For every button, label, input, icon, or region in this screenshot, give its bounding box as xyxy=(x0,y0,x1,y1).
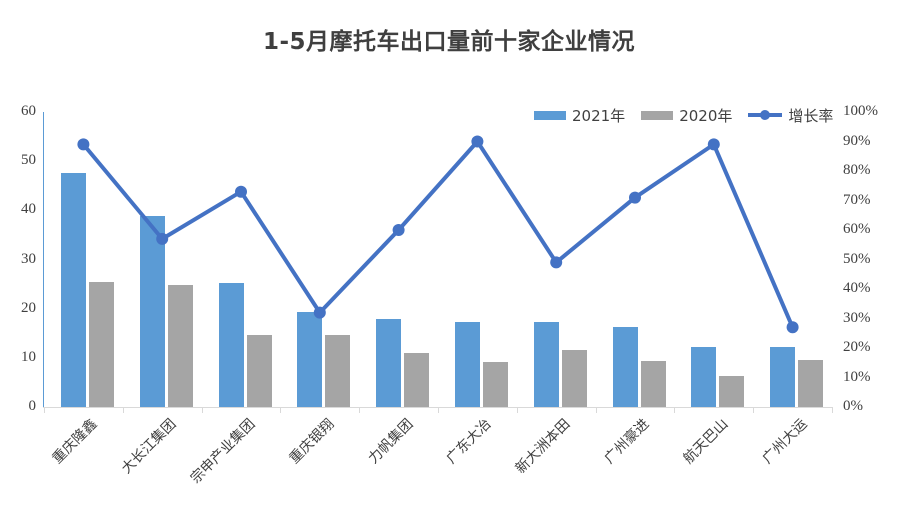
y-axis-right-label: 60% xyxy=(843,221,871,237)
growth-rate-point[interactable] xyxy=(471,135,484,148)
y-axis-left-label: 0 xyxy=(28,398,37,414)
y-axis-left-line xyxy=(43,112,44,408)
gray-bar-swatch-icon xyxy=(641,110,674,120)
blue-bar-swatch-icon xyxy=(534,110,566,120)
x-axis-tick xyxy=(201,407,203,413)
growth-rate-point[interactable] xyxy=(786,321,799,334)
plot-area xyxy=(44,112,832,407)
y-axis-right-label: 40% xyxy=(843,280,871,296)
legend-label-growth-rate: 增长率 xyxy=(788,106,834,125)
bar-2020[interactable] xyxy=(561,350,587,407)
x-axis-category-label-text: 航天巴山 xyxy=(680,416,732,468)
growth-rate-point[interactable] xyxy=(707,138,720,151)
x-axis-tick xyxy=(280,407,282,413)
growth-rate-point[interactable] xyxy=(235,185,247,198)
x-axis-category-label-text: 广州豪进 xyxy=(601,416,653,468)
bar-2021[interactable] xyxy=(533,321,559,407)
x-axis-tick xyxy=(674,407,676,413)
x-axis-tick xyxy=(516,407,518,413)
bar-2020[interactable] xyxy=(167,285,193,407)
y-axis-right-label: 30% xyxy=(843,309,871,326)
bar-2020[interactable] xyxy=(404,352,430,407)
legend-item-2021[interactable]: 2021年 xyxy=(534,105,625,126)
y-axis-left-label: 50 xyxy=(21,152,36,169)
bar-2021[interactable] xyxy=(691,347,717,407)
legend-item-growth-rate[interactable]: 增长率 xyxy=(748,105,833,126)
bar-2020[interactable] xyxy=(719,376,745,407)
y-axis-right-label: 70% xyxy=(843,191,871,208)
bar-2020[interactable] xyxy=(88,282,114,407)
bar-2021[interactable] xyxy=(612,326,638,407)
legend-item-2020[interactable]: 2020年 xyxy=(641,105,732,126)
growth-rate-polyline xyxy=(81,139,795,330)
y-axis-right-label: 80% xyxy=(843,162,871,178)
y-axis-left-label: 30 xyxy=(21,250,36,267)
bar-2020[interactable] xyxy=(246,335,272,407)
bar-2020[interactable] xyxy=(325,335,351,407)
y-axis-right-label: 10% xyxy=(843,368,871,385)
y-axis-left-label: 20 xyxy=(21,299,36,316)
x-axis-tick xyxy=(122,407,124,413)
legend-label-2021: 2021年 xyxy=(572,106,626,125)
y-axis-left-label: 60 xyxy=(21,103,36,119)
x-axis-category-label-text: 宗申产业集团 xyxy=(187,416,259,487)
legend-label-2020: 2020年 xyxy=(679,106,733,125)
growth-rate-point[interactable] xyxy=(77,138,90,151)
blue-line-marker-icon xyxy=(748,109,783,121)
y-axis-left-label: 40 xyxy=(21,201,36,218)
bar-2021[interactable] xyxy=(454,321,480,407)
x-axis-category-label-text: 大长江集团 xyxy=(118,416,180,477)
x-axis-category-label-text: 重庆银翔 xyxy=(286,416,338,468)
x-axis-tick xyxy=(44,407,45,413)
chart-title: 1-5月摩托车出口量前十家企业情况 xyxy=(262,29,636,55)
growth-rate-line-series xyxy=(77,135,799,334)
growth-rate-point[interactable] xyxy=(629,191,641,204)
y-axis-right-label: 20% xyxy=(843,339,871,355)
x-axis-tick xyxy=(438,407,439,413)
x-axis-category-label-text: 重庆隆鑫 xyxy=(49,416,101,468)
bar-2021[interactable] xyxy=(770,347,796,407)
chart-legend: 2021年 2020年 增长率 xyxy=(534,104,833,126)
y-axis-right-label: 90% xyxy=(843,132,871,149)
x-axis-category-label-text: 广州大运 xyxy=(759,416,811,468)
bar-2021[interactable] xyxy=(60,173,86,407)
x-axis-category-label-text: 力帆集团 xyxy=(365,416,417,468)
growth-rate-point[interactable] xyxy=(392,224,405,236)
bar-2020[interactable] xyxy=(798,360,824,407)
x-axis-tick xyxy=(753,407,755,413)
y-axis-right-label: 100% xyxy=(843,103,878,119)
bar-2020[interactable] xyxy=(482,362,508,407)
x-axis-tick xyxy=(832,407,833,413)
growth-rate-point[interactable] xyxy=(550,256,563,269)
growth-rate-point[interactable] xyxy=(156,232,169,245)
bar-2021[interactable] xyxy=(297,312,323,407)
bar-2021[interactable] xyxy=(376,319,402,407)
x-axis-category-label-text: 广东大冶 xyxy=(443,416,495,468)
x-axis-tick xyxy=(359,407,361,413)
y-axis-right-label: 50% xyxy=(843,250,871,267)
bar-2021[interactable] xyxy=(218,283,244,407)
bar-2020[interactable] xyxy=(640,361,666,407)
y-axis-left-label: 10 xyxy=(21,348,36,365)
bar-2021[interactable] xyxy=(139,216,165,407)
x-axis-category-label-text: 新大洲本田 xyxy=(512,416,574,477)
y-axis-right-label: 0% xyxy=(843,398,863,414)
growth-rate-point[interactable] xyxy=(313,306,326,319)
x-axis-tick xyxy=(595,407,597,413)
